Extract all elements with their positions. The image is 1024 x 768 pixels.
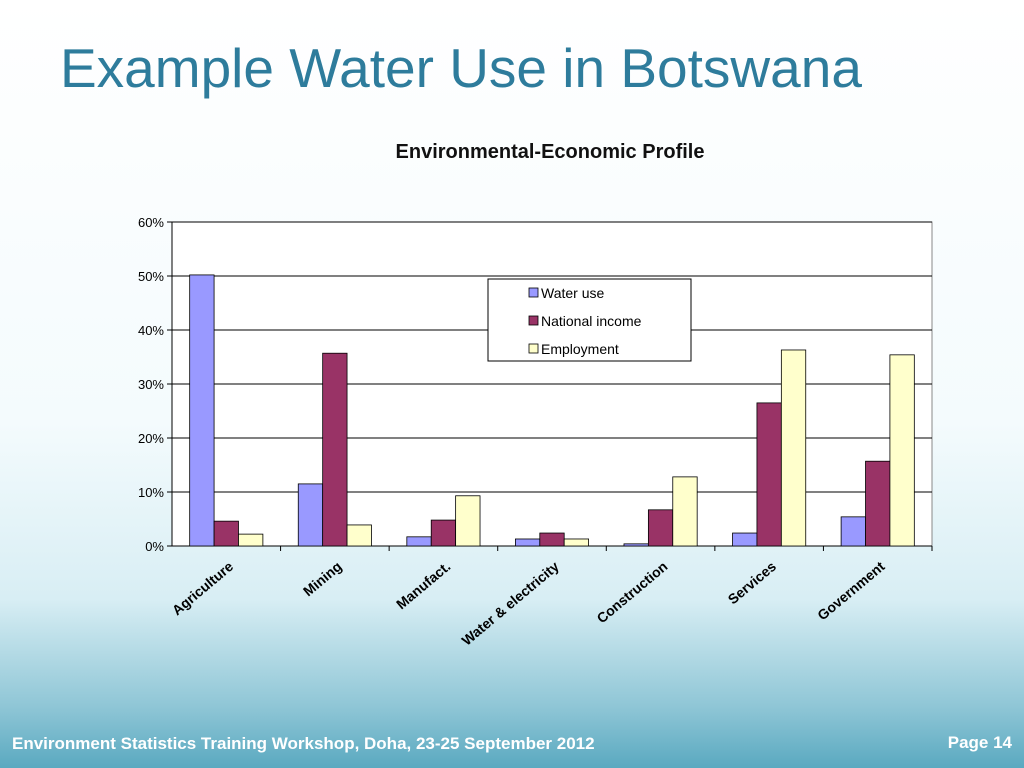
x-tick-label: Construction	[593, 558, 670, 626]
bar-water-use	[515, 538, 541, 547]
page-number: Page 14	[947, 733, 1012, 752]
bar-water-use	[623, 543, 649, 547]
bar-employment	[889, 354, 915, 547]
legend-swatch	[528, 343, 539, 354]
bar-employment	[238, 533, 264, 547]
x-tick-label: Agriculture	[169, 558, 237, 618]
bar-employment	[455, 495, 481, 547]
bar-national-income	[430, 519, 457, 547]
bar-water-use	[732, 532, 758, 547]
bar-employment	[780, 349, 807, 547]
bar-national-income	[213, 520, 239, 547]
x-tick-label: Government	[814, 558, 888, 623]
bar-employment	[563, 538, 590, 547]
bar-national-income	[756, 402, 782, 547]
x-tick-label: Manufact.	[393, 558, 453, 612]
bar-national-income	[865, 460, 891, 547]
x-tick-label: Mining	[300, 558, 345, 599]
legend-swatch	[528, 287, 539, 298]
bar-national-income	[539, 532, 565, 547]
bar-water-use	[189, 274, 215, 547]
bar-water-use	[297, 483, 324, 547]
y-tick-label: 20%	[138, 431, 164, 446]
legend	[487, 278, 692, 362]
bar-national-income	[647, 509, 674, 547]
bar-employment	[346, 524, 372, 547]
slide-title: Example Water Use in Botswana	[60, 37, 862, 99]
y-tick-label: 60%	[138, 215, 164, 230]
bar-water-use	[840, 516, 866, 547]
y-tick-label: 10%	[138, 485, 164, 500]
y-tick-label: 40%	[138, 323, 164, 338]
bar-water-use	[406, 536, 432, 547]
legend-label: National income	[541, 313, 642, 329]
legend-swatch	[528, 315, 539, 326]
y-tick-label: 50%	[138, 269, 164, 284]
y-tick-label: 0%	[145, 539, 164, 554]
bar-national-income	[322, 352, 348, 547]
chart-title: Environmental-Economic Profile	[396, 141, 705, 163]
footer-text: Environment Statistics Training Workshop…	[12, 734, 595, 753]
legend-label: Water use	[541, 285, 604, 301]
legend-label: Employment	[541, 341, 619, 357]
y-tick-label: 30%	[138, 377, 164, 392]
x-tick-label: Water & electricity	[458, 558, 562, 649]
x-tick-label: Services	[725, 558, 780, 607]
bar-employment	[672, 476, 698, 547]
